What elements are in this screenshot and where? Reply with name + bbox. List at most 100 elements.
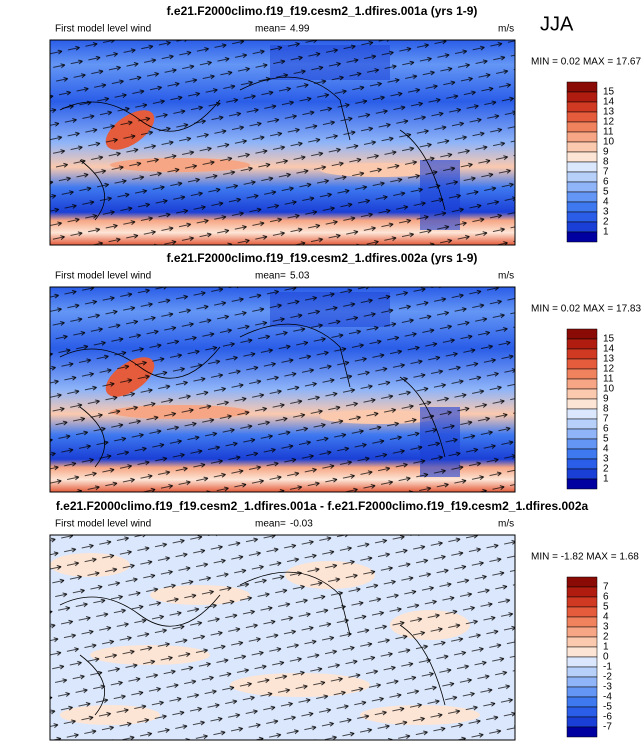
colorbar-label: 8 (603, 157, 609, 168)
colorbar-box (566, 231, 598, 243)
colorbar-box (566, 418, 598, 430)
colorbar-label: 4 (603, 612, 609, 623)
colorbar-box (566, 646, 598, 658)
colorbar-label: 3 (603, 622, 609, 633)
colorbar-label: -7 (603, 722, 612, 733)
colorbar-label: 12 (603, 364, 615, 375)
colorbar-box (566, 706, 598, 718)
mean-value: -0.03 (290, 519, 313, 530)
colorbar-box (566, 101, 598, 113)
colorbar-label: -2 (603, 672, 612, 683)
colorbar-box (566, 596, 598, 608)
map-frame (49, 534, 516, 741)
colorbar-box (566, 328, 598, 340)
colorbar-box (566, 716, 598, 728)
min-max: MIN = 0.02 MAX = 17.83 (531, 304, 641, 315)
colorbar-label: 2 (603, 464, 609, 475)
units: m/s (498, 519, 514, 530)
colorbar-label: 14 (603, 97, 615, 108)
colorbar-label: 6 (603, 592, 609, 603)
colorbar-box (566, 388, 598, 400)
panel-subtitle: First model level wind (55, 24, 151, 35)
colorbar-label: 13 (603, 107, 615, 118)
colorbar-box (566, 191, 598, 203)
units: m/s (498, 271, 514, 282)
colorbar-box (566, 626, 598, 638)
colorbar-box (566, 161, 598, 173)
colorbar-box (566, 438, 598, 450)
colorbar-box (566, 358, 598, 370)
colorbar-box (566, 131, 598, 143)
colorbar-box (566, 606, 598, 618)
colorbar-label: 1 (603, 227, 609, 238)
colorbar-label: 10 (603, 384, 615, 395)
coastline (59, 323, 446, 468)
colorbar-label: 15 (603, 334, 615, 345)
mean-label: mean= (255, 24, 286, 35)
colorbar-box (566, 81, 598, 93)
colorbar-label: -4 (603, 692, 612, 703)
panel-title: f.e21.F2000climo.f19_f19.cesm2_1.dfires.… (56, 499, 589, 513)
mean-label: mean= (255, 271, 286, 282)
colorbar-box (566, 408, 598, 420)
wind-vectors (50, 535, 515, 740)
colorbar-box (566, 378, 598, 390)
coastline (59, 571, 446, 716)
colorbar-box (566, 586, 598, 598)
panel-title: f.e21.F2000climo.f19_f19.cesm2_1.dfires.… (167, 251, 478, 265)
colorbar-box (566, 576, 598, 588)
colorbar-box (566, 428, 598, 440)
colorbar-label: 5 (603, 434, 609, 445)
colorbar-label: 12 (603, 117, 615, 128)
colorbar-box (566, 656, 598, 668)
colorbar-label: 14 (603, 344, 615, 355)
map-frame (49, 39, 516, 246)
colorbar-box (566, 448, 598, 460)
colorbar-box (566, 201, 598, 213)
colorbar-label: 1 (603, 474, 609, 485)
colorbar-box (566, 141, 598, 153)
colorbar-box (566, 478, 598, 490)
colorbar-label: 11 (603, 374, 614, 385)
colorbar-box (566, 666, 598, 678)
wind-vectors (50, 287, 515, 492)
colorbar-label: 5 (603, 602, 609, 613)
colorbar-box (566, 398, 598, 410)
panel-subtitle: First model level wind (55, 519, 151, 530)
wind-vectors (50, 40, 515, 245)
colorbar-box (566, 211, 598, 223)
min-max: MIN = 0.02 MAX = 17.67 (531, 57, 641, 68)
colorbar-label: -6 (603, 712, 612, 723)
colorbar-label: 7 (603, 167, 609, 178)
colorbar-box (566, 468, 598, 480)
colorbar-label: 6 (603, 424, 609, 435)
panel-subtitle: First model level wind (55, 271, 151, 282)
colorbar-label: -3 (603, 682, 612, 693)
colorbar-label: 15 (603, 87, 615, 98)
colorbar-box (566, 458, 598, 470)
colorbar-label: -1 (603, 662, 612, 673)
colorbar-label: 11 (603, 127, 614, 138)
min-max: MIN = -1.82 MAX = 1.68 (531, 552, 639, 563)
colorbar-label: 7 (603, 582, 609, 593)
colorbar-box (566, 636, 598, 648)
colorbar-label: 13 (603, 354, 615, 365)
colorbar-label: 2 (603, 217, 609, 228)
colorbar-label: 4 (603, 197, 609, 208)
colorbar-box (566, 726, 598, 738)
colorbar-label: 10 (603, 137, 615, 148)
colorbar-label: 1 (603, 642, 609, 653)
panel-title: f.e21.F2000climo.f19_f19.cesm2_1.dfires.… (167, 4, 478, 18)
colorbar-label: 5 (603, 187, 609, 198)
colorbar-box (566, 348, 598, 360)
colorbar-label: 0 (603, 652, 609, 663)
colorbar-label: -5 (603, 702, 612, 713)
colorbar-label: 7 (603, 414, 609, 425)
colorbar-box (566, 696, 598, 708)
colorbar-box (566, 91, 598, 103)
colorbar-label: 2 (603, 632, 609, 643)
colorbar-box (566, 221, 598, 233)
season-label: JJA (540, 13, 574, 35)
mean-label: mean= (255, 519, 286, 530)
